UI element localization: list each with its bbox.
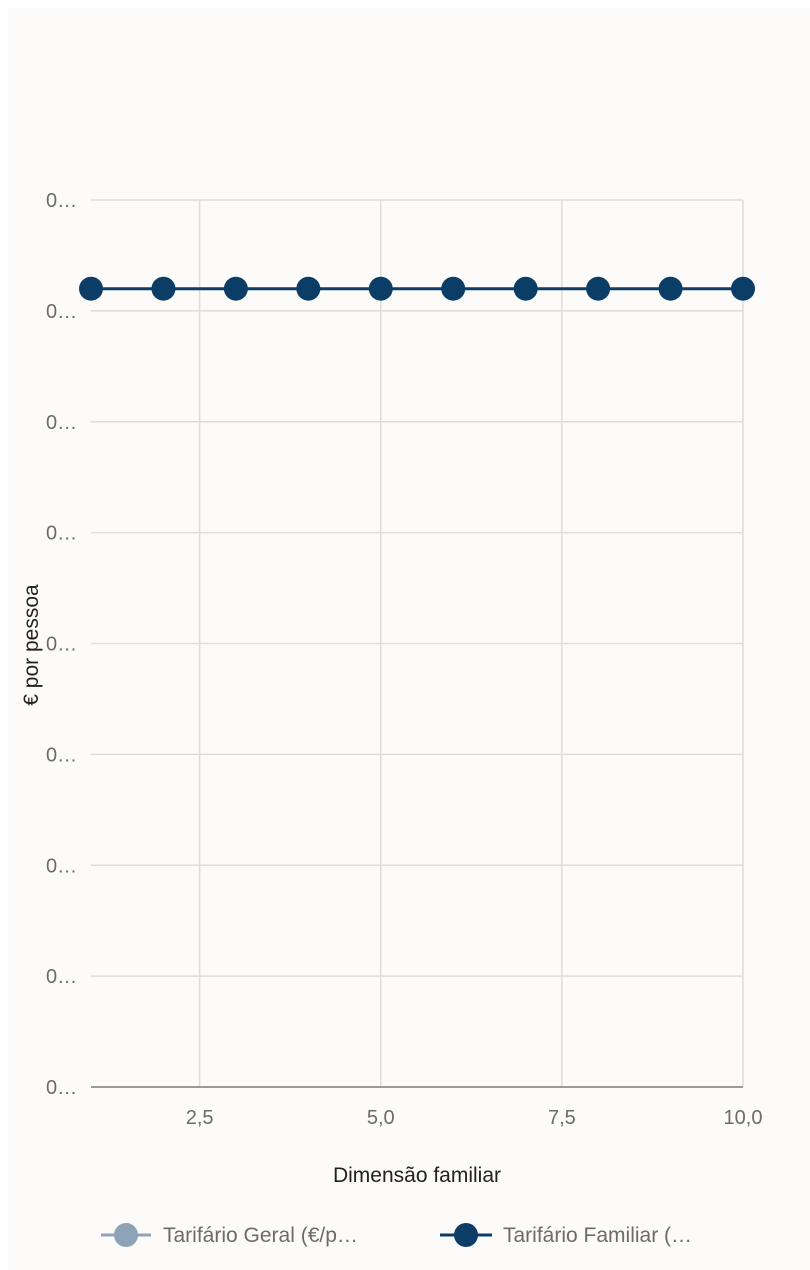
data-point[interactable] [586, 276, 611, 301]
grid-lines [91, 199, 744, 1087]
y-tick-label: 0… [46, 855, 77, 877]
y-tick-label: 0… [46, 1077, 77, 1099]
legend-item-tarifario-familiar[interactable]: Tarifário Familiar (… [440, 1223, 692, 1247]
y-tick-label: 0… [46, 190, 77, 212]
data-point[interactable] [731, 276, 755, 301]
data-point[interactable] [368, 276, 393, 301]
legend: Tarifário Geral (€/p… Tarifário Familiar… [101, 1223, 692, 1247]
x-tick-label: 10,0 [724, 1107, 763, 1129]
data-point[interactable] [513, 276, 538, 301]
x-tick-label: 7,5 [548, 1107, 576, 1129]
chart-card [8, 8, 810, 1270]
legend-label-tarifario-familiar: Tarifário Familiar (… [503, 1224, 692, 1247]
legend-item-tarifario-geral[interactable]: Tarifário Geral (€/p… [101, 1223, 358, 1247]
y-tick-label: 0… [46, 412, 77, 434]
y-axis-title: € por pessoa [20, 584, 43, 706]
data-point[interactable] [296, 276, 321, 301]
data-point[interactable] [658, 276, 683, 301]
data-point[interactable] [441, 276, 466, 301]
data-point[interactable] [79, 276, 103, 301]
data-point[interactable] [223, 276, 248, 301]
y-tick-label: 0… [46, 634, 77, 656]
y-tick-label: 0… [46, 966, 77, 988]
legend-marker-tarifario-geral [114, 1223, 138, 1247]
data-point[interactable] [151, 276, 176, 301]
series-layer [79, 276, 755, 301]
x-tick-label: 2,5 [186, 1107, 214, 1129]
x-tick-label: 5,0 [367, 1107, 395, 1129]
legend-marker-tarifario-familiar [454, 1223, 478, 1247]
y-tick-label: 0… [46, 301, 77, 323]
legend-label-tarifario-geral: Tarifário Geral (€/p… [163, 1224, 358, 1247]
tick-labels: 0… 0… 0… 0… 0… 0… 0… 0… 0… 2,5 5,0 7,5 10,0 [46, 190, 762, 1129]
y-tick-label: 0… [46, 744, 77, 766]
x-axis-title: Dimensão familiar [333, 1164, 501, 1187]
y-tick-label: 0… [46, 523, 77, 545]
